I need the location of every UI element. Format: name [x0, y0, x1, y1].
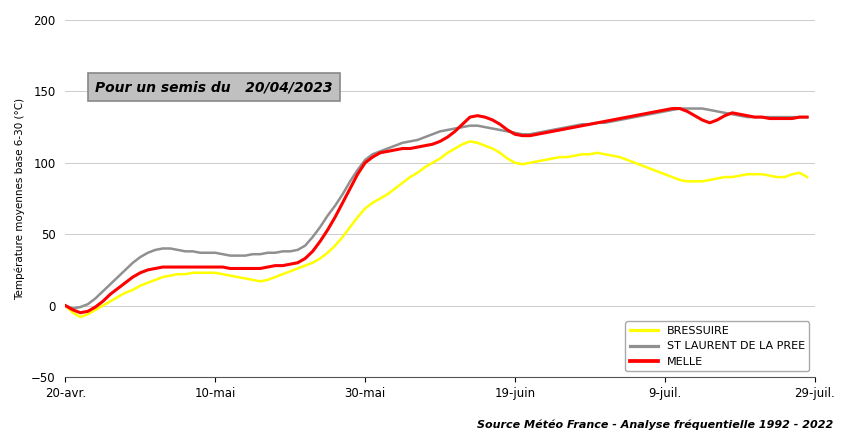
Y-axis label: Température moyennes base 6-30 (°C): Température moyennes base 6-30 (°C) — [15, 98, 26, 299]
Text: Pour un semis du   20/04/2023: Pour un semis du 20/04/2023 — [95, 80, 333, 95]
Legend: BRESSUIRE, ST LAURENT DE LA PREE, MELLE: BRESSUIRE, ST LAURENT DE LA PREE, MELLE — [626, 321, 809, 372]
Text: Source Météo France - Analyse fréquentielle 1992 - 2022: Source Météo France - Analyse fréquentie… — [477, 419, 833, 430]
